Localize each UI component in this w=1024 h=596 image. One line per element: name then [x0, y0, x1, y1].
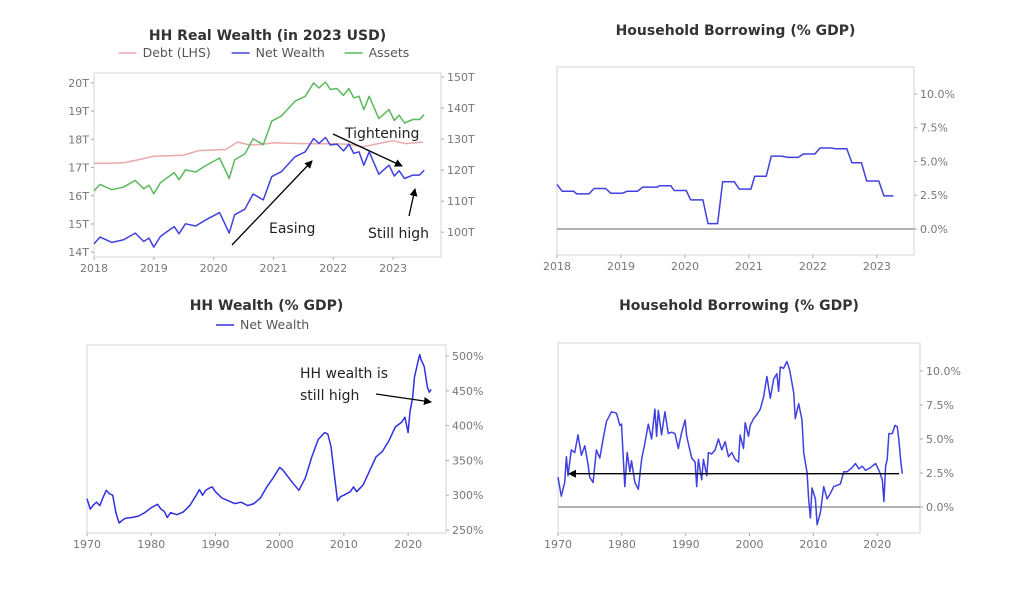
- y-tick-label-right: 2.5%: [926, 467, 954, 480]
- x-tick-label: 2019: [607, 260, 635, 273]
- legend-item: Assets: [344, 45, 410, 60]
- annotation-easing: Easing: [269, 221, 315, 237]
- y-tick-label-right: 120T: [447, 164, 475, 177]
- plot-area: [93, 72, 442, 258]
- x-tick-label: 2019: [140, 262, 168, 275]
- chart-panel-3: HH Wealth (% GDP) 1970 1980 1990 2000 2010 202…: [73, 298, 483, 551]
- x-tick-label: 1980: [137, 538, 165, 551]
- y-tick-label-right: 10.0%: [920, 88, 955, 101]
- x-tick-label: 2023: [379, 262, 407, 275]
- y-tick-label-right: 7.5%: [920, 122, 948, 135]
- chart-panel-4: Household Borrowing (% GDP) 1970 1980 1990 2…: [544, 298, 961, 551]
- series-line-net-wealth: [86, 353, 432, 524]
- y-tick-label-right: 500%: [452, 350, 483, 363]
- y-tick-label-left: 17T: [68, 162, 89, 175]
- x-tick-label: 2018: [543, 260, 571, 273]
- x-tick-label: 2021: [259, 262, 287, 275]
- series-line-borrowing: [556, 147, 894, 225]
- x-tick-label: 2020: [863, 538, 891, 551]
- x-tick-label: 2022: [799, 260, 827, 273]
- y-tick-label-left: 16T: [68, 190, 89, 203]
- y-tick-label-right: 150T: [447, 71, 475, 84]
- chart-panel-1: HH Real Wealth (in 2023 USD) 2018 2019 2020…: [68, 28, 475, 275]
- y-tick-label-right: 140T: [447, 102, 475, 115]
- series-line-net-wealth: [93, 136, 425, 248]
- y-tick-label-left: 14T: [68, 246, 89, 259]
- x-tick-label: 2020: [200, 262, 228, 275]
- x-tick-label: 2000: [736, 538, 764, 551]
- x-tick-label: 2021: [735, 260, 763, 273]
- annotation-arrow-still-high: [408, 188, 418, 217]
- legend-item: Debt (LHS): [118, 45, 211, 60]
- y-tick-label-right: 5.0%: [926, 433, 954, 446]
- y-tick-label-left: 20T: [68, 77, 89, 90]
- legend-item: Net Wealth: [216, 317, 309, 332]
- x-tick-label: 1970: [73, 538, 101, 551]
- y-tick-label-right: 400%: [452, 420, 483, 433]
- plot-area: [556, 66, 915, 256]
- y-tick-label-right: 0.0%: [920, 223, 948, 236]
- chart-panel-2: Household Borrowing (% GDP) 2018 2019 2020 2…: [543, 23, 955, 273]
- y-tick-label-left: 19T: [68, 105, 89, 118]
- annotation-arrow-hh-wealth: [375, 393, 432, 405]
- y-tick-label-left: 18T: [68, 133, 89, 146]
- y-tick-label-right: 250%: [452, 524, 483, 537]
- x-tick-label: 1980: [608, 538, 636, 551]
- x-tick-label: 2020: [671, 260, 699, 273]
- y-tick-label-right: 300%: [452, 489, 483, 502]
- annotation-tightening: Tightening: [344, 126, 419, 142]
- x-tick-label: 2010: [799, 538, 827, 551]
- annotation-hh-wealth-line2: still high: [300, 388, 359, 404]
- x-tick-label: 2020: [394, 538, 422, 551]
- x-tick-label: 2010: [330, 538, 358, 551]
- plot-area: [557, 342, 921, 534]
- chart-title: Household Borrowing (% GDP): [619, 298, 859, 314]
- x-tick-label: 2000: [266, 538, 294, 551]
- legend-label: Net Wealth: [240, 317, 309, 332]
- y-tick-label-right: 110T: [447, 195, 475, 208]
- legend-item: Net Wealth: [231, 45, 325, 60]
- series-line-debt-lhs: [94, 139, 424, 165]
- plot-area: [86, 344, 447, 534]
- y-tick-label-right: 350%: [452, 454, 483, 467]
- x-tick-label: 2018: [80, 262, 108, 275]
- x-tick-label: 1990: [672, 538, 700, 551]
- legend-label: Net Wealth: [256, 45, 325, 60]
- x-tick-label: 1970: [544, 538, 572, 551]
- chart-title: HH Wealth (% GDP): [190, 298, 344, 314]
- y-tick-label-right: 10.0%: [926, 365, 961, 378]
- series-line-borrowing: [557, 360, 904, 526]
- series-line-assets: [93, 81, 425, 195]
- chart-title: Household Borrowing (% GDP): [616, 23, 856, 39]
- y-tick-label-right: 0.0%: [926, 501, 954, 514]
- x-tick-label: 2023: [863, 260, 891, 273]
- chart-title: HH Real Wealth (in 2023 USD): [149, 28, 386, 44]
- y-tick-label-right: 7.5%: [926, 399, 954, 412]
- y-tick-label-left: 15T: [68, 218, 89, 231]
- annotation-arrow-easing: [231, 160, 313, 246]
- y-tick-label-right: 450%: [452, 385, 483, 398]
- x-tick-label: 2022: [319, 262, 347, 275]
- y-tick-label-right: 5.0%: [920, 155, 948, 168]
- annotation-arrow-tightening: [332, 133, 403, 167]
- legend-label: Debt (LHS): [143, 45, 211, 60]
- y-tick-label-right: 130T: [447, 133, 475, 146]
- y-tick-label-right: 2.5%: [920, 189, 948, 202]
- x-tick-label: 1990: [201, 538, 229, 551]
- legend-label: Assets: [369, 45, 410, 60]
- annotation-still-high: Still high: [368, 226, 429, 242]
- annotation-hh-wealth-line1: HH wealth is: [300, 366, 388, 382]
- y-tick-label-right: 100T: [447, 226, 475, 239]
